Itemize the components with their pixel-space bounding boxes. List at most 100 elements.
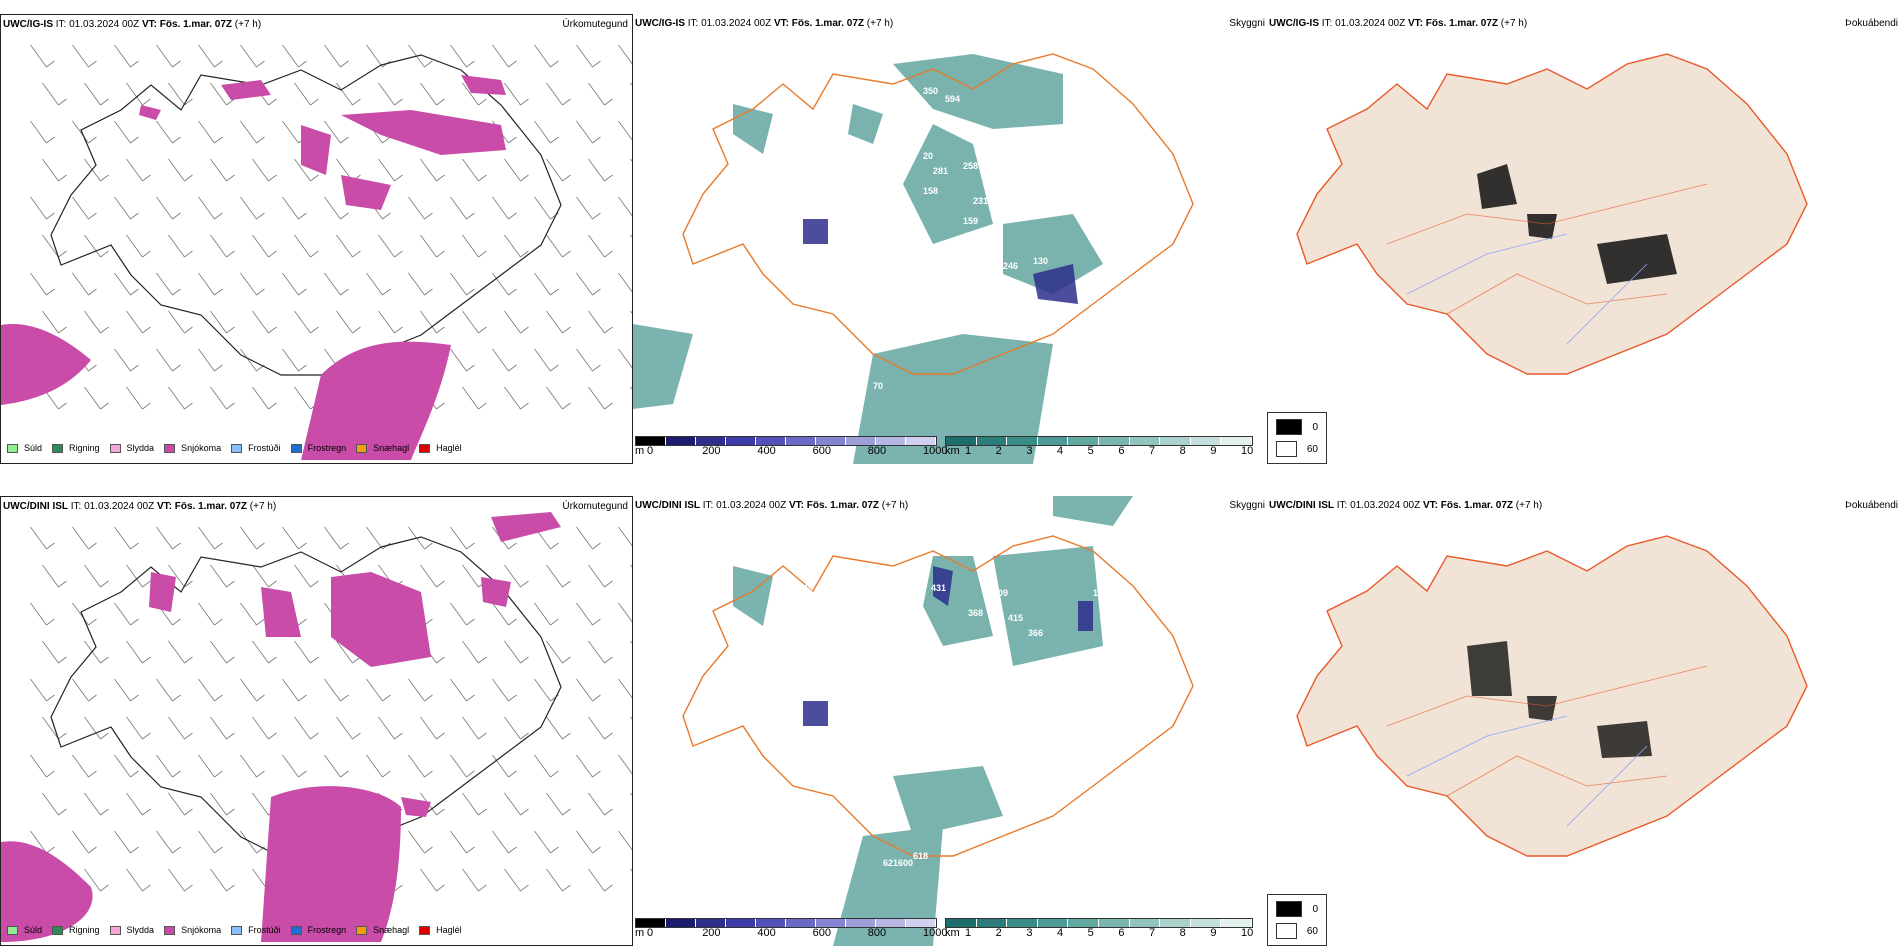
wind-barb [72, 678, 97, 702]
wind-barb [42, 792, 67, 816]
wind-barb [156, 120, 181, 144]
wind-barb [252, 640, 277, 664]
wind-barb [126, 792, 151, 816]
wind-barb [126, 234, 151, 258]
visibility-value-label: 276 [833, 211, 848, 221]
wind-barb [114, 196, 139, 220]
fog-legend-label: 0 [1312, 421, 1318, 433]
wind-barb [282, 754, 307, 778]
colorbar-bin [726, 437, 756, 445]
legend-swatch [290, 443, 302, 453]
wind-barb [42, 640, 67, 664]
it-label: IT: [55, 19, 67, 30]
wind-barb [534, 602, 559, 626]
wind-barb [198, 602, 223, 626]
visibility-value-label: 150 [1088, 728, 1103, 738]
panel-header: UWC/DINI ISL IT: 01.03.2024 00Z VT: Fös.… [3, 501, 276, 512]
wind-barb [534, 678, 559, 702]
wind-barb [282, 348, 307, 372]
legend-swatch [231, 925, 243, 935]
wind-barb [618, 602, 632, 623]
wind-barb [168, 716, 193, 740]
visibility-value-label: 209 [993, 588, 1008, 598]
wind-barb [588, 158, 613, 182]
legend-swatch [231, 443, 243, 453]
wind-barb [210, 158, 235, 182]
fog-legend-swatch [1276, 901, 1303, 917]
panel-header: UWC/DINI ISL IT: 01.03.2024 00Z VT: Fös.… [635, 500, 908, 511]
legend-label: Súld [24, 443, 43, 453]
colorbar-bin [636, 919, 666, 927]
wind-barb [366, 272, 391, 296]
colorbar-boxes [945, 436, 1253, 446]
visibility-value-label: 173 [931, 648, 946, 658]
colorbar-bin [786, 919, 816, 927]
wind-barb [198, 348, 223, 372]
wind-barb [588, 716, 613, 740]
model-name: UWC/IG-IS [635, 18, 685, 29]
wind-barb [588, 82, 613, 106]
init-time: 01.03.2024 00Z [701, 18, 772, 29]
wind-barb [84, 234, 109, 258]
colorbar-bin [1190, 437, 1222, 445]
wind-barb [408, 830, 433, 854]
visibility-value-label: 248 [953, 261, 968, 271]
legend-item: Snjókoma [164, 925, 221, 935]
wind-barb [168, 792, 193, 816]
legend-label: Snæhagl [373, 925, 410, 935]
fog-map-top [1296, 53, 1808, 375]
model-name: UWC/DINI ISL [3, 501, 68, 512]
vt-label: VT: [788, 500, 804, 511]
wind-barb [462, 640, 487, 664]
wind-barb [504, 310, 529, 334]
wind-barb [534, 830, 559, 854]
colorbar-tick-label: 3 [1026, 445, 1033, 457]
visibility-colorbar: km 1 2 3 4 5 6 7 8 9 10 [945, 918, 1261, 942]
colorbar-tick-label: 600 [812, 445, 831, 457]
visibility-value-label: 231 [973, 196, 988, 206]
roads [1386, 665, 1708, 797]
colorbar-unit: km [945, 445, 960, 457]
wind-barb [126, 82, 151, 106]
lead-time: (+7 h) [249, 501, 277, 512]
wind-barb [114, 526, 139, 550]
colorbar-bin [846, 919, 876, 927]
legend-item: Haglél [419, 443, 462, 453]
wind-barb [156, 44, 181, 68]
wind-barb [588, 792, 613, 816]
wind-barb [198, 44, 223, 68]
visibility-value-label: 600 [898, 858, 913, 868]
terrain-elevation [803, 219, 1078, 304]
colorbar-boxes [635, 436, 937, 446]
valid-time: Fös. 1.mar. 07Z [174, 501, 248, 512]
legend-item: Snæhagl [356, 443, 409, 453]
fog-indicator-panel-bottom: UWC/DINI ISL IT: 01.03.2024 00Z VT: Fös.… [1267, 496, 1900, 946]
wind-barb [576, 678, 601, 702]
colorbar-boxes [635, 918, 937, 928]
wind-barb [420, 564, 445, 588]
fog-legend: 0 60 [1267, 412, 1327, 464]
legend-swatch [356, 443, 368, 453]
wind-barb [282, 44, 307, 68]
wind-barb [210, 82, 235, 106]
wind-barb [546, 564, 571, 588]
model-name: UWC/DINI ISL [635, 500, 700, 511]
wind-barb [492, 678, 517, 702]
wind-barb [408, 526, 433, 550]
wind-barb [114, 830, 139, 854]
wind-barb [282, 272, 307, 296]
visibility-value-label: 61 [1053, 728, 1063, 738]
wind-barb [450, 830, 475, 854]
wind-barb [168, 868, 193, 892]
wind-barb [618, 754, 632, 775]
wind-barb [72, 120, 97, 144]
colorbar-bin [946, 919, 977, 927]
colorbar-bin [876, 919, 906, 927]
wind-barb [30, 44, 55, 68]
wind-barb [450, 678, 475, 702]
wind-barb [504, 716, 529, 740]
wind-barb [576, 754, 601, 778]
fog-areas [1467, 641, 1652, 758]
wind-barb [324, 196, 349, 220]
visibility-value-label: 281 [933, 166, 948, 176]
